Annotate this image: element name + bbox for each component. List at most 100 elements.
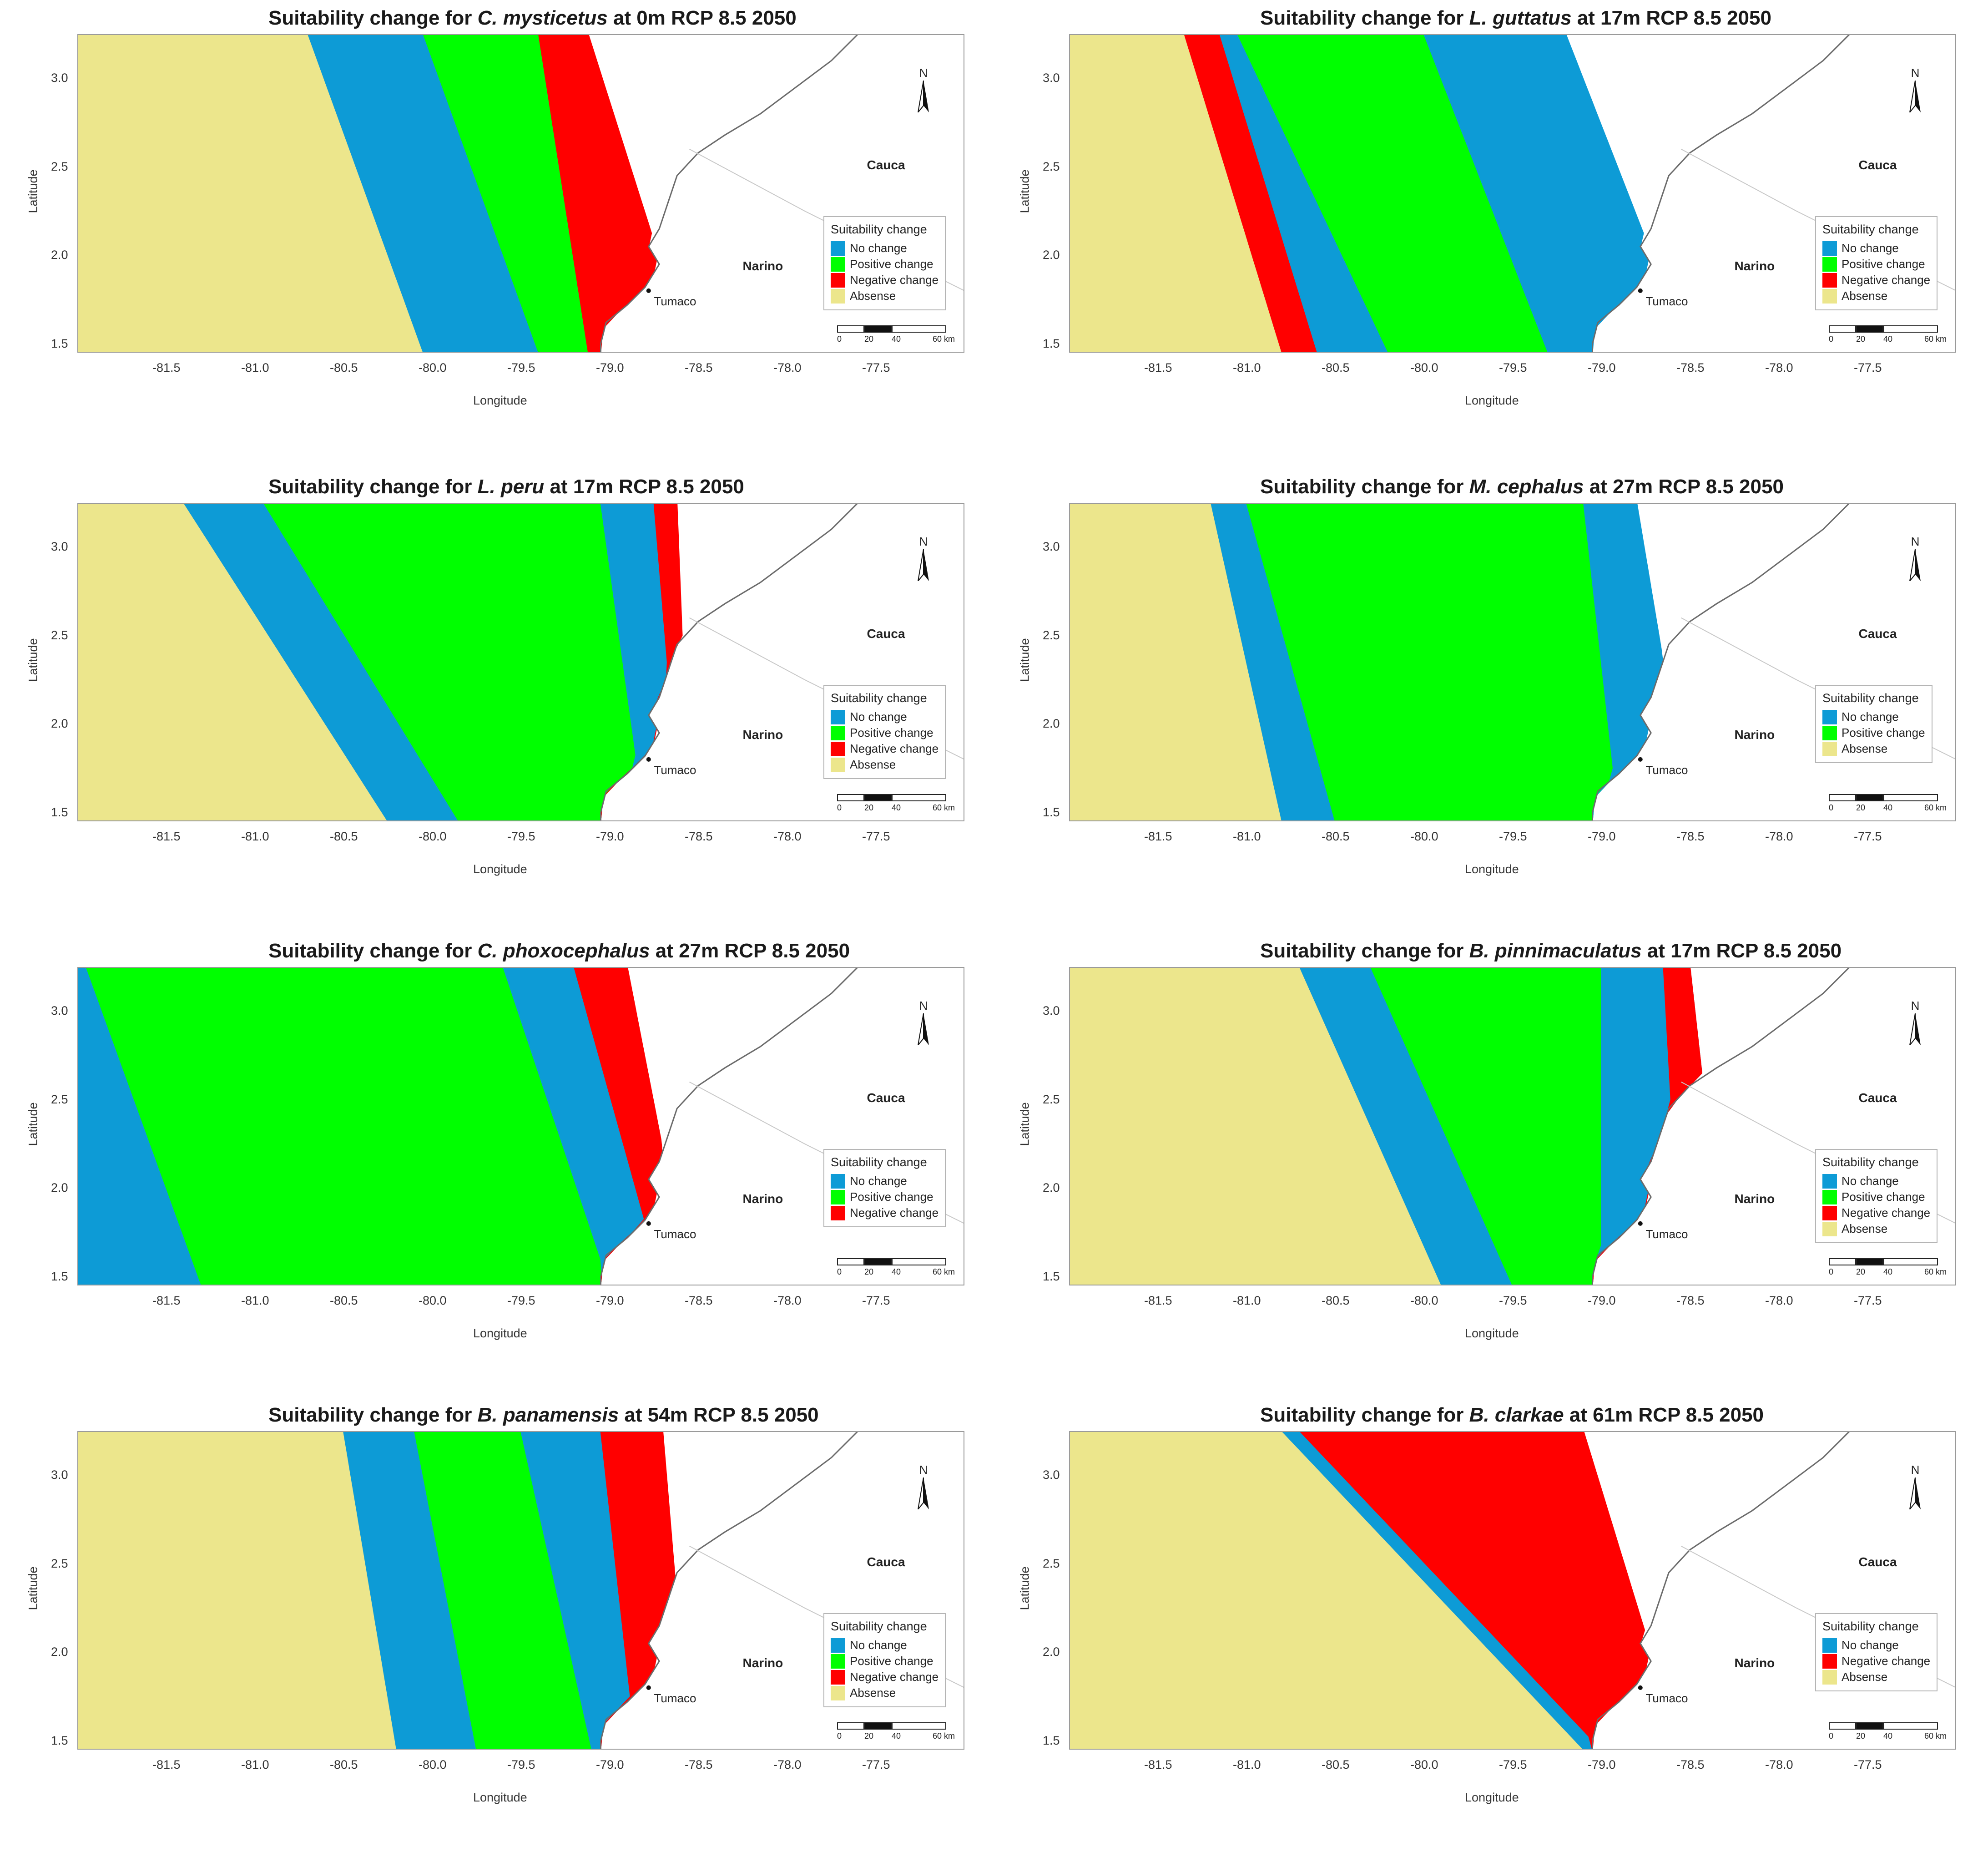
legend-swatch [1822, 741, 1837, 756]
legend: Suitability change No change Positive chan… [823, 1149, 946, 1227]
scale-segment [1883, 794, 1938, 801]
label-cauca: Cauca [1858, 627, 1897, 641]
x-tick-label: -79.0 [1588, 1294, 1616, 1307]
legend-item: Absense [1822, 741, 1925, 757]
species-name: L. peru [477, 476, 545, 498]
legend-swatch [1822, 1189, 1837, 1204]
x-axis-label: Longitude [473, 1791, 527, 1804]
legend-title: Suitability change [831, 691, 927, 705]
y-axis-label: Latitude [1018, 1102, 1032, 1146]
x-tick-label: -81.0 [1233, 830, 1261, 843]
legend: Suitability change No change Positive chan… [823, 216, 946, 310]
x-tick-label: -80.5 [1322, 830, 1350, 843]
x-tick-label: -81.0 [1233, 1294, 1261, 1307]
suitability-map [1069, 503, 1956, 821]
legend-item: Negative change [1822, 272, 1930, 288]
panel-title: Suitability change for B. pinnimaculatus… [1260, 940, 1842, 962]
x-tick-label: -78.5 [1676, 1294, 1705, 1307]
x-tick-label: -80.5 [330, 361, 358, 374]
species-name: M. cephalus [1469, 476, 1584, 498]
y-tick-label: 2.5 [51, 159, 68, 173]
x-axis-label: Longitude [473, 862, 527, 876]
label-cauca: Cauca [1858, 158, 1897, 172]
coastline [600, 967, 859, 1285]
north-label: N [919, 535, 928, 548]
scale-label: 20 [864, 334, 874, 344]
title-prefix: Suitability change for [1260, 476, 1469, 498]
x-tick-label: -78.5 [685, 830, 713, 843]
x-tick-label: -77.5 [862, 1758, 890, 1771]
north-arrow-icon [918, 549, 929, 581]
y-axis-label: Latitude [26, 1566, 40, 1610]
legend-label: Negative change [850, 1670, 939, 1684]
x-tick-label: -78.5 [685, 1294, 713, 1307]
x-tick-label: -79.0 [596, 830, 624, 843]
y-tick-label: 1.5 [51, 1269, 68, 1283]
scale-label: 40 [1883, 1731, 1893, 1741]
title-suffix: at 61m RCP 8.5 2050 [1564, 1404, 1764, 1426]
legend-swatch [1822, 1638, 1837, 1653]
x-tick-label: -81.0 [241, 361, 269, 374]
legend-item: No change [831, 709, 938, 725]
label-tumaco: Tumaco [654, 294, 696, 308]
x-tick-label: -80.0 [1410, 830, 1438, 843]
scale-label: 20 [864, 1731, 874, 1741]
scale-label: 0 [1829, 334, 1834, 344]
x-tick-label: -79.0 [596, 361, 624, 374]
y-tick-label: 2.5 [51, 628, 68, 642]
x-tick-label: -78.0 [1765, 361, 1793, 374]
scale-label: 0 [1829, 1267, 1834, 1276]
x-tick-label: -78.5 [685, 361, 713, 374]
x-tick-label: -79.0 [1588, 361, 1616, 374]
north-arrow: N [914, 999, 933, 1045]
legend-swatch [831, 1685, 845, 1700]
scale-segment [1856, 1722, 1883, 1730]
legend-swatch [1822, 288, 1837, 304]
title-prefix: Suitability change for [268, 7, 478, 29]
north-arrow: N [914, 535, 933, 581]
scale-label: 20 [1856, 334, 1866, 344]
title-suffix: at 54m RCP 8.5 2050 [619, 1404, 819, 1426]
y-tick-label: 2.5 [1043, 628, 1060, 642]
y-tick-label: 3.0 [1043, 540, 1060, 554]
label-cauca: Cauca [867, 1091, 905, 1105]
label-tumaco: Tumaco [1645, 294, 1688, 308]
north-arrow: N [914, 1463, 933, 1509]
legend-item: Absense [1822, 1221, 1930, 1237]
scale-label: 40 [1883, 334, 1893, 344]
legend-swatch [1822, 1670, 1837, 1685]
legend-swatch [1822, 725, 1837, 740]
map-panel: Suitability change for C. mysticetus at … [0, 0, 992, 455]
legend-title: Suitability change [831, 223, 927, 236]
scale-label: 40 [892, 1267, 901, 1276]
x-tick-label: -78.0 [773, 1758, 802, 1771]
scale-segment [864, 1722, 892, 1730]
y-tick-label: 3.0 [51, 71, 68, 85]
y-tick-label: 1.5 [51, 1733, 68, 1747]
y-tick-label: 2.5 [1043, 1556, 1060, 1570]
legend-item: Positive change [831, 1653, 938, 1669]
map-canvas [1069, 503, 1956, 821]
legend-swatch [831, 741, 845, 756]
x-tick-label: -80.5 [1322, 361, 1350, 374]
tumaco-marker [1638, 1685, 1643, 1690]
x-tick-label: -80.5 [330, 1294, 358, 1307]
legend-label: Positive change [1842, 257, 1925, 271]
legend-swatch [831, 1205, 845, 1220]
title-suffix: at 27m RCP 8.5 2050 [1584, 476, 1784, 498]
coastline [600, 1431, 859, 1750]
legend-label: Absense [1842, 1222, 1888, 1235]
legend-swatch [1822, 1654, 1837, 1669]
panel-title: Suitability change for C. phoxocephalus … [268, 940, 850, 962]
legend-title: Suitability change [1822, 1619, 1919, 1633]
label-narino: Narino [742, 258, 783, 273]
label-narino: Narino [1734, 727, 1775, 742]
y-tick-label: 3.0 [51, 540, 68, 554]
y-tick-label: 2.5 [1043, 159, 1060, 173]
label-narino: Narino [742, 1655, 783, 1670]
coastline [1592, 1431, 1851, 1750]
scale-segment [892, 1722, 946, 1730]
scale-bar: 0 20 40 60 km [837, 1722, 955, 1743]
label-narino: Narino [1734, 1191, 1775, 1206]
legend-swatch [1822, 241, 1837, 256]
